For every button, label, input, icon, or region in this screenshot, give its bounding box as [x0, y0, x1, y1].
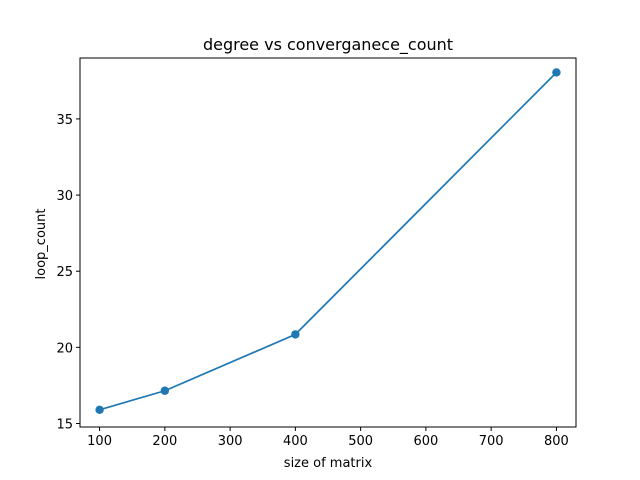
x-tick-label: 200 — [152, 434, 177, 449]
chart-title: degree vs converganece_count — [203, 35, 453, 55]
y-tick-label: 20 — [56, 341, 73, 356]
x-tick-label: 400 — [283, 434, 308, 449]
y-axis: 15 20 25 30 35 — [56, 113, 80, 432]
data-point — [291, 330, 300, 339]
data-point — [95, 405, 104, 414]
y-tick-label: 35 — [56, 113, 73, 128]
x-tick-label: 300 — [218, 434, 243, 449]
axes-frame — [79, 57, 577, 428]
x-axis: 100 200 300 400 500 600 700 800 — [87, 427, 569, 449]
x-tick-label: 800 — [544, 434, 569, 449]
y-tick-label: 25 — [56, 265, 73, 280]
series-line — [99, 71, 558, 411]
y-axis-label: loop_count — [34, 209, 49, 280]
x-tick-label: 700 — [479, 434, 504, 449]
data-point — [552, 68, 561, 77]
x-tick-label: 500 — [348, 434, 373, 449]
data-point — [160, 386, 170, 395]
x-tick-label: 100 — [87, 434, 112, 449]
y-tick-label: 15 — [56, 417, 73, 432]
x-axis-label: size of matrix — [284, 456, 373, 471]
y-tick-label: 30 — [56, 189, 73, 204]
x-tick-label: 600 — [413, 434, 438, 449]
plot-area — [95, 68, 561, 414]
